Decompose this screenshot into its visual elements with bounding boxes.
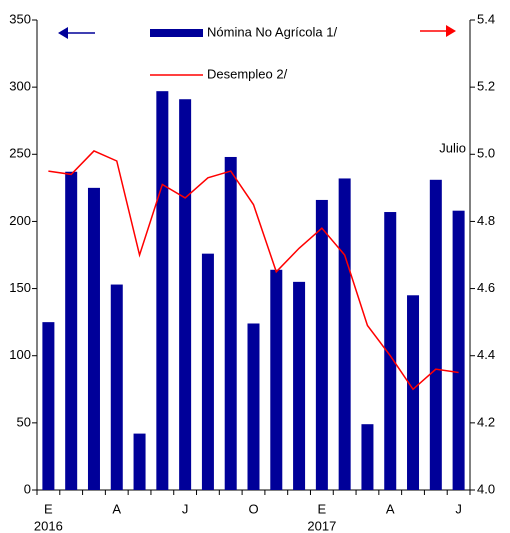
bar (338, 178, 351, 490)
x-tick-label: A (112, 501, 121, 516)
bar (87, 187, 100, 490)
bar (110, 284, 123, 490)
y2-tick-label: 5.2 (477, 79, 495, 94)
left-axis-arrow-head (58, 27, 68, 39)
y-tick-label: 150 (9, 280, 31, 295)
bar (156, 91, 169, 491)
year-label: 2017 (307, 518, 336, 533)
bar (315, 199, 328, 490)
y2-tick-label: 4.4 (477, 347, 495, 362)
year-label: 2016 (34, 518, 63, 533)
y-tick-label: 200 (9, 213, 31, 228)
y2-tick-label: 4.2 (477, 414, 495, 429)
legend-label: Nómina No Agrícola 1/ (207, 24, 337, 39)
x-tick-label: J (182, 501, 189, 516)
bar (224, 156, 237, 490)
y-tick-label: 300 (9, 79, 31, 94)
x-tick-label: E (44, 501, 53, 516)
line (48, 150, 459, 391)
x-tick-label: O (248, 501, 258, 516)
y-tick-label: 50 (17, 414, 31, 429)
y-tick-label: 0 (24, 481, 31, 496)
y-tick-label: 100 (9, 347, 31, 362)
bar (452, 210, 465, 490)
bar (65, 171, 78, 490)
y-tick-label: 350 (9, 11, 31, 26)
x-tick-label: A (386, 501, 395, 516)
y2-tick-label: 4.6 (477, 280, 495, 295)
bar (133, 433, 146, 490)
bar (179, 99, 192, 490)
bar (293, 281, 306, 490)
bar (361, 424, 374, 490)
y2-tick-label: 5.0 (477, 146, 495, 161)
bar (42, 322, 55, 490)
x-tick-label: J (455, 501, 462, 516)
right-axis-arrow-head (446, 25, 456, 37)
bar (270, 269, 283, 490)
y2-tick-label: 4.0 (477, 481, 495, 496)
bar (429, 179, 442, 491)
bar (407, 295, 420, 490)
bar (201, 253, 214, 490)
x-tick-label: E (318, 501, 327, 516)
y-tick-label: 250 (9, 146, 31, 161)
y2-tick-label: 4.8 (477, 213, 495, 228)
legend-label: Desempleo 2/ (207, 66, 288, 81)
y2-tick-label: 5.4 (477, 11, 495, 26)
annotation: Julio (439, 140, 466, 155)
bar (384, 212, 397, 490)
legend-swatch (150, 29, 203, 37)
bar (247, 323, 260, 490)
